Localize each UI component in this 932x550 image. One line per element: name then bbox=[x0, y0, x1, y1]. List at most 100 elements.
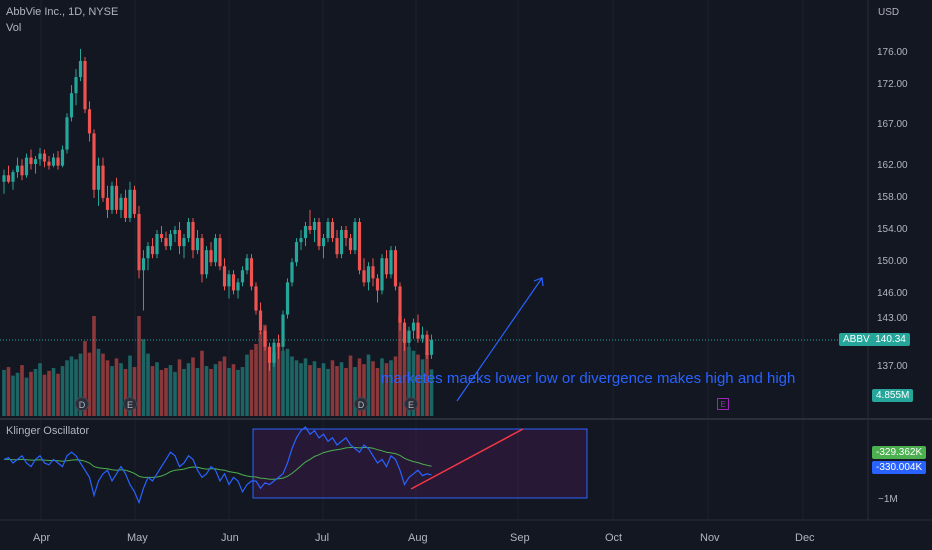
volume-bar bbox=[267, 346, 272, 416]
price-tick-label: 176.00 bbox=[877, 46, 908, 58]
volume-bar bbox=[335, 366, 339, 416]
time-tick-label: Apr bbox=[33, 532, 51, 544]
volume-bar bbox=[65, 360, 69, 416]
volume-bar bbox=[384, 363, 389, 416]
dividend-marker-icon[interactable]: D bbox=[354, 397, 368, 411]
trend-arrow-line[interactable] bbox=[456, 277, 543, 402]
volume-bar bbox=[375, 368, 380, 416]
volume-bar bbox=[60, 366, 65, 416]
candle-body bbox=[146, 246, 150, 259]
symbol-title[interactable]: AbbVie Inc., 1D, NYSE bbox=[6, 6, 119, 18]
volume-bar bbox=[6, 367, 11, 416]
volume-bar bbox=[96, 348, 101, 416]
candle-body bbox=[2, 175, 6, 182]
volume-bar bbox=[164, 368, 168, 416]
volume-bar bbox=[366, 354, 371, 416]
upcoming-earnings-icon[interactable]: E bbox=[717, 398, 729, 410]
candle-body bbox=[402, 322, 407, 343]
candle-body bbox=[177, 230, 182, 247]
candle-body bbox=[56, 157, 60, 166]
annotation-text[interactable]: marketes maeks lower low or divergence m… bbox=[381, 370, 796, 387]
volume-bar bbox=[132, 367, 137, 416]
candle-body bbox=[164, 238, 168, 247]
oscillator-axis-tick: −1M bbox=[878, 494, 898, 505]
volume-bar bbox=[209, 368, 213, 416]
volume-bar bbox=[2, 369, 6, 416]
time-tick-label: Jul bbox=[315, 532, 330, 544]
candle-body bbox=[218, 238, 222, 267]
candle-body bbox=[236, 282, 240, 291]
volume-bar bbox=[411, 350, 416, 416]
earnings-marker-icon[interactable]: E bbox=[123, 397, 137, 411]
ticker-symbol: ABBV bbox=[843, 334, 870, 345]
candle-body bbox=[110, 185, 114, 210]
candle-body bbox=[123, 197, 128, 218]
volume-bar bbox=[398, 316, 402, 416]
volume-bar bbox=[51, 368, 56, 416]
volume-bar bbox=[114, 358, 119, 416]
candle-body bbox=[425, 334, 429, 355]
price-tick-label: 158.00 bbox=[877, 191, 908, 203]
candlestick-series bbox=[2, 48, 434, 371]
candle-body bbox=[371, 266, 375, 279]
volume-bar bbox=[227, 368, 231, 416]
volume-bar bbox=[128, 355, 132, 416]
candle-body bbox=[258, 310, 263, 331]
volume-bar bbox=[420, 359, 425, 416]
volume-bars bbox=[2, 316, 434, 416]
currency-label[interactable]: USD bbox=[878, 7, 900, 18]
candle-body bbox=[272, 342, 276, 363]
candle-body bbox=[294, 242, 299, 263]
volume-bar bbox=[317, 368, 321, 416]
candle-body bbox=[366, 266, 371, 283]
volume-bar bbox=[101, 353, 105, 416]
volume-bar bbox=[110, 366, 114, 416]
volume-bar bbox=[308, 365, 312, 416]
candle-body bbox=[303, 226, 308, 239]
volume-bar bbox=[402, 329, 407, 416]
volume-bar bbox=[231, 364, 236, 416]
volume-bar bbox=[119, 363, 123, 416]
volume-bar bbox=[326, 368, 330, 416]
klinger-oscillator-line bbox=[3, 426, 432, 505]
volume-bar bbox=[29, 371, 33, 416]
volume-bar bbox=[357, 358, 362, 416]
volume-bar bbox=[303, 358, 308, 416]
volume-bar bbox=[362, 364, 366, 416]
volume-bar bbox=[155, 362, 159, 416]
price-tick-label: 172.00 bbox=[877, 79, 908, 91]
volume-bar bbox=[137, 316, 141, 416]
volume-bar bbox=[168, 365, 173, 416]
candle-body bbox=[407, 330, 411, 343]
candle-body bbox=[285, 282, 290, 315]
oscillator-title[interactable]: Klinger Oscillator bbox=[6, 425, 90, 437]
candle-body bbox=[200, 238, 204, 275]
candle-body bbox=[51, 157, 56, 166]
volume-bar bbox=[254, 344, 258, 416]
earnings-marker-icon[interactable]: E bbox=[404, 397, 418, 411]
volume-bar bbox=[78, 353, 83, 416]
price-tick-label: 150.00 bbox=[877, 256, 908, 268]
candle-body bbox=[191, 221, 195, 251]
volume-bar bbox=[339, 362, 344, 416]
candle-body bbox=[42, 153, 47, 162]
volume-bar bbox=[24, 377, 29, 416]
volume-bar bbox=[20, 365, 24, 416]
candle-body bbox=[74, 77, 78, 94]
volume-bar bbox=[240, 367, 245, 416]
candle-body bbox=[222, 266, 227, 287]
candle-body bbox=[137, 213, 141, 271]
dividend-marker-icon[interactable]: D bbox=[75, 397, 89, 411]
volume-bar bbox=[312, 361, 317, 416]
volume-bar bbox=[191, 357, 195, 416]
candle-body bbox=[330, 221, 335, 239]
candle-body bbox=[83, 60, 87, 110]
candle-body bbox=[128, 189, 132, 218]
volume-bar bbox=[321, 363, 326, 416]
volume-bar bbox=[290, 356, 294, 416]
red-trend-line[interactable] bbox=[410, 428, 524, 490]
volume-label[interactable]: Vol bbox=[6, 22, 22, 34]
candle-body bbox=[33, 159, 38, 165]
volume-bar bbox=[353, 367, 357, 416]
